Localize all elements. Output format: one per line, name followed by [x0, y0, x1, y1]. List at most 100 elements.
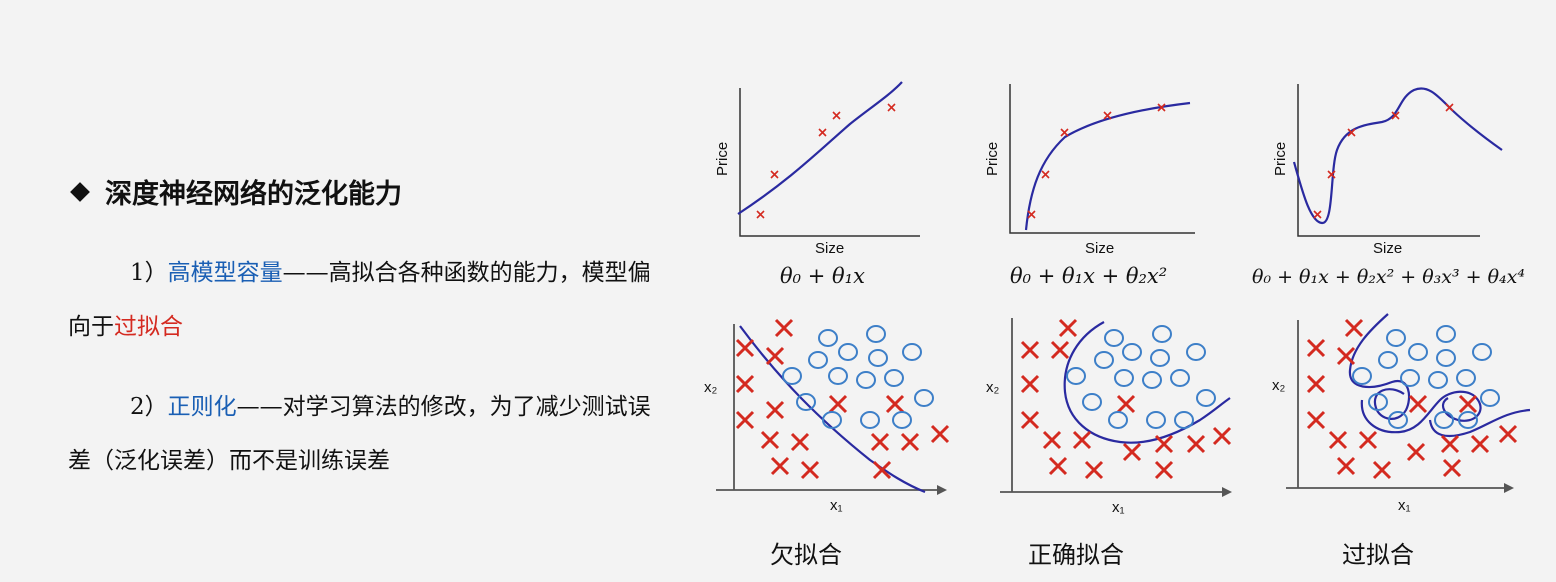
- classification2-cross-point: [1122, 442, 1142, 462]
- regression2-point: [1041, 170, 1050, 179]
- classification1-cross-point: [900, 432, 920, 452]
- regression3-formula: θ₀ + θ₁x + θ₂x² + θ₃x³ + θ₄x⁴: [1252, 266, 1525, 288]
- regression3-points: [1313, 103, 1454, 219]
- regression3-point: [1391, 111, 1400, 120]
- classification1-circle-point: [860, 411, 880, 429]
- classification2-cross-point: [1116, 394, 1136, 414]
- classification3-cross-point: [1442, 458, 1462, 478]
- classification3-cross-point: [1458, 394, 1478, 414]
- point1-term: 高模型容量: [167, 260, 283, 286]
- classification3-xlabel: x₁: [1398, 497, 1411, 514]
- classification1-circle-point: [782, 367, 802, 385]
- point1-text: ——高拟合各种函数的能力，模型偏向于: [68, 260, 651, 340]
- point2-number: 2）: [130, 394, 168, 420]
- classification1-cross-point: [800, 460, 820, 480]
- classification3-cross-point: [1470, 434, 1490, 454]
- classification-panel-underfit: x₂ x₁: [704, 318, 950, 514]
- classification2-circle-point: [1066, 367, 1086, 385]
- regression2-axes: [1009, 84, 1195, 234]
- classification2-cross-point: [1186, 434, 1206, 454]
- regression1-point: [756, 210, 765, 219]
- regression2-fit-curve: [1024, 101, 1191, 231]
- classification1-cross-point: [765, 346, 785, 366]
- classification2-cross-point: [1084, 460, 1104, 480]
- classification1-cross-point: [735, 374, 755, 394]
- point-model-capacity: 1）高模型容量——高拟合各种函数的能力，模型偏向于过拟合: [68, 246, 658, 354]
- regression3-xlabel: Size: [1373, 240, 1402, 257]
- classification3-circle-point: [1458, 411, 1478, 429]
- classification3-cross-point: [1306, 374, 1326, 394]
- classification2-ylabel: x₂: [986, 379, 1000, 396]
- classification1-circle-point: [902, 343, 922, 361]
- regression1-points: [756, 103, 896, 219]
- regression2-point: [1103, 111, 1112, 120]
- classification1-circle-point: [868, 349, 888, 367]
- regression1-point: [818, 128, 827, 137]
- classification1-cross-point: [870, 432, 890, 452]
- regression3-point: [1313, 210, 1322, 219]
- regression2-formula: θ₀ + θ₁x + θ₂x²: [1010, 264, 1167, 288]
- classification1-cross-point: [930, 424, 950, 444]
- classification3-circle-point: [1388, 411, 1408, 429]
- regression2-point: [1157, 103, 1166, 112]
- classification3-circle-point: [1386, 329, 1406, 347]
- regression-panel-overfit: Price Size θ₀ + θ₁x + θ₂x² + θ₃x³ + θ₄x⁴: [1252, 84, 1525, 288]
- classification1-circle-point: [822, 411, 842, 429]
- classification3-cross-point: [1336, 346, 1356, 366]
- classification2-circle-point: [1174, 411, 1194, 429]
- title-text: 深度神经网络的泛化能力: [105, 179, 402, 210]
- regression2-points: [1027, 103, 1166, 219]
- classification2-circle-point: [1170, 369, 1190, 387]
- regression-panel-goodfit: Price Size θ₀ + θ₁x + θ₂x²: [984, 84, 1195, 288]
- point1-overfit: 过拟合: [114, 314, 183, 340]
- classification3-circle-point: [1400, 369, 1420, 387]
- classification3-circle-point: [1434, 411, 1454, 429]
- regression1-fit-line: [737, 81, 903, 215]
- regression3-axes: [1297, 84, 1480, 237]
- classification1-cross-point: [872, 460, 892, 480]
- regression-panel-underfit: Price Size θ₀ + θ₁x: [714, 81, 920, 288]
- classification3-circle-point: [1472, 343, 1492, 361]
- regression1-ylabel: Price: [714, 142, 731, 176]
- classification2-xlabel: x₁: [1112, 499, 1125, 516]
- classification1-circle-point: [892, 411, 912, 429]
- point-regularization: 2）正则化——对学习算法的修改，为了减少测试误差（泛化误差）而不是训练误差: [68, 380, 658, 488]
- classification3-cross-point: [1408, 394, 1428, 414]
- classification1-cross-point: [735, 338, 755, 358]
- classification1-cross-point: [760, 430, 780, 450]
- classification1-circle-point: [884, 369, 904, 387]
- classification3-cross-point: [1440, 434, 1460, 454]
- classification3-boundary-lower: [1428, 408, 1531, 438]
- classification3-cross-point: [1358, 430, 1378, 450]
- classification3-boundary-islands: [1360, 390, 1482, 434]
- classification-panel-overfit: x₂ x₁: [1272, 313, 1531, 514]
- classification1-circle-point: [818, 329, 838, 347]
- classification2-circle-point: [1104, 329, 1124, 347]
- caption-overfit: 过拟合: [1342, 541, 1414, 569]
- classification3-boundary-upper: [1348, 313, 1411, 420]
- classification2-cross-point: [1020, 410, 1040, 430]
- classification2-cross-point: [1212, 426, 1232, 446]
- classification3-circle-point: [1456, 369, 1476, 387]
- classification1-cross-point: [774, 318, 794, 338]
- classification2-cross-point: [1020, 340, 1040, 360]
- classification1-circle-point: [914, 389, 934, 407]
- classification3-circle-point: [1436, 349, 1456, 367]
- classification2-circle-point: [1150, 349, 1170, 367]
- classification1-circle-point: [856, 371, 876, 389]
- regression1-point: [832, 111, 841, 120]
- classification2-circle-point: [1186, 343, 1206, 361]
- regression2-point: [1027, 210, 1036, 219]
- classification1-circle-point: [808, 351, 828, 369]
- classification3-cross-point: [1344, 318, 1364, 338]
- classification3-circle-point: [1378, 351, 1398, 369]
- regression2-xlabel: Size: [1085, 240, 1114, 257]
- classification3-circle-point: [1368, 393, 1388, 411]
- classification1-circle-point: [828, 367, 848, 385]
- classification1-cross-point: [765, 400, 785, 420]
- classification2-circle-point: [1114, 369, 1134, 387]
- classification2-boundary: [1063, 321, 1231, 444]
- classification3-cross-point: [1328, 430, 1348, 450]
- point2-term: 正则化: [167, 394, 237, 420]
